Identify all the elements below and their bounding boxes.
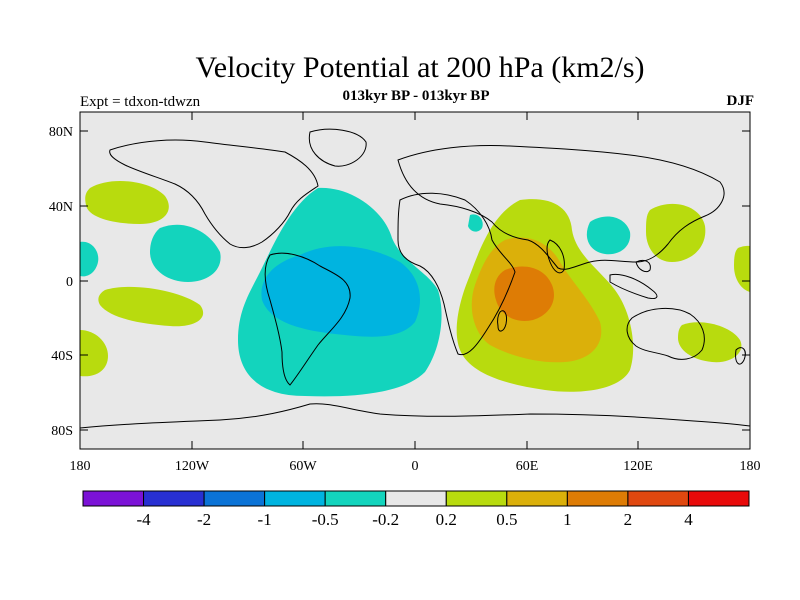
colorbar-swatch <box>82 490 145 507</box>
x-tick-0: 0 <box>412 459 419 474</box>
coast-australia <box>626 308 705 360</box>
colorbar-label: 2 <box>624 510 633 529</box>
y-tick-0: 0 <box>66 275 73 290</box>
colorbar-label: 4 <box>684 510 693 529</box>
x-tick-120w: 120W <box>175 459 210 474</box>
contour-pos-australia-east <box>678 322 742 363</box>
colorbar-label: -2 <box>197 510 211 529</box>
colorbar-swatch <box>324 490 387 507</box>
colorbar-label: -4 <box>136 510 151 529</box>
contour-pos-east-asia <box>646 203 706 262</box>
colorbar-swatch <box>506 490 568 507</box>
colorbar-swatch <box>385 490 447 507</box>
colorbar-swatch <box>445 490 508 507</box>
contour-fills <box>80 181 750 397</box>
x-tick-180e: 180 <box>740 459 761 474</box>
y-tick-marks <box>80 130 750 431</box>
contour-neg-core <box>261 246 420 337</box>
contour-neg-pacific <box>150 224 221 282</box>
colorbar-label: -0.2 <box>372 510 399 529</box>
colorbar-swatch <box>264 490 326 507</box>
coast-south-america <box>264 252 351 386</box>
y-tick-40s: 40S <box>51 349 73 364</box>
contour-neg-westedge <box>80 241 99 277</box>
contour-pos-southwest <box>80 330 108 377</box>
colorbar-swatch <box>143 490 205 507</box>
colorbar-label: -0.5 <box>312 510 339 529</box>
coast-maritime-continent <box>609 259 658 299</box>
x-tick-labels: 180 120W 60W 0 60E 120E 180 <box>70 459 761 474</box>
colorbar-label: 0.5 <box>496 510 517 529</box>
colorbar-label: -1 <box>258 510 272 529</box>
x-tick-120e: 120E <box>623 459 653 474</box>
experiment-label: Expt = tdxon-tdwzn <box>80 94 201 110</box>
colorbar-label: 0.2 <box>436 510 457 529</box>
colorbar-swatch <box>203 490 266 507</box>
colorbar-swatch <box>627 490 689 507</box>
colorbar-swatch <box>687 490 750 507</box>
y-tick-40n: 40N <box>49 200 73 215</box>
y-tick-labels: 80N 40N 0 40S 80S <box>49 125 73 439</box>
x-tick-marks <box>79 112 751 449</box>
y-tick-80n: 80N <box>49 125 73 140</box>
contour-pos-south-pacific <box>98 286 204 327</box>
contour-neg-med <box>468 214 483 232</box>
coast-new-zealand <box>735 347 746 365</box>
colorbar-swatch <box>566 490 629 507</box>
colorbar-label: 1 <box>563 510 572 529</box>
colorbar: -4 -2 -1 -0.5 -0.2 0.2 0.5 1 2 4 <box>82 490 750 529</box>
coast-madagascar <box>497 310 507 332</box>
contour-pos-eastedge <box>734 245 750 292</box>
contour-neg-asia <box>586 216 631 255</box>
x-tick-60w: 60W <box>289 459 317 474</box>
coast-north-america <box>109 139 319 249</box>
contour-pos-indian-core <box>494 266 554 321</box>
coast-antarctica <box>80 403 750 429</box>
x-tick-60e: 60E <box>516 459 539 474</box>
contour-pos-north-pacific <box>85 181 169 224</box>
coastlines <box>80 128 750 429</box>
map-subtitle: 013kyr BP - 013kyr BP <box>342 88 490 104</box>
coast-greenland <box>308 128 367 167</box>
x-tick-180w: 180 <box>70 459 91 474</box>
coast-india <box>546 239 565 274</box>
map-title: Velocity Potential at 200 hPa (km2/s) <box>195 51 645 84</box>
season-label: DJF <box>726 93 755 109</box>
y-tick-80s: 80S <box>51 424 73 439</box>
coast-eurasia <box>397 145 725 270</box>
